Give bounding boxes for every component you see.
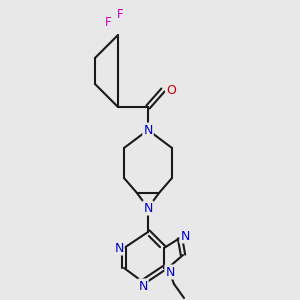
Text: N: N	[165, 266, 175, 278]
Text: F: F	[105, 16, 111, 29]
Text: N: N	[180, 230, 190, 242]
Text: N: N	[114, 242, 124, 254]
Text: N: N	[143, 202, 153, 214]
Text: O: O	[166, 83, 176, 97]
Text: N: N	[143, 124, 153, 136]
Text: F: F	[117, 8, 123, 22]
Text: N: N	[138, 280, 148, 292]
